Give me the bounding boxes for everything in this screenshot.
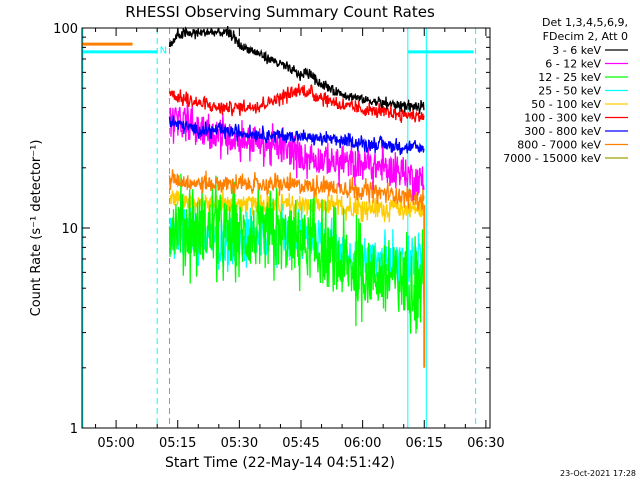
annotation-0: N <box>160 46 167 57</box>
legend-label: 12 - 25 keV <box>538 71 601 84</box>
x-tick-label: 05:00 <box>97 436 134 451</box>
legend-label: 25 - 50 keV <box>538 85 601 98</box>
series-line-12-25-kev <box>168 173 425 334</box>
y-axis-label: Count Rate (s⁻¹ detector⁻¹) <box>29 140 44 317</box>
legend-label: 50 - 100 keV <box>531 98 601 111</box>
date-stamp: 23-Oct-2021 17:28 <box>560 469 636 478</box>
x-tick-label: 05:15 <box>159 436 196 451</box>
x-axis-label: Start Time (22-May-14 04:51:42) <box>165 455 395 471</box>
x-tick-label: 06:00 <box>344 436 381 451</box>
legend-label: 6 - 12 keV <box>545 58 601 71</box>
series-line-800-7000-kev <box>168 169 425 212</box>
x-tick-label: 05:45 <box>282 436 319 451</box>
legend-label: 3 - 6 keV <box>552 44 601 57</box>
legend-label: 7000 - 15000 keV <box>503 152 601 165</box>
legend-label: 300 - 800 keV <box>524 125 601 138</box>
x-tick-label: 06:30 <box>467 436 504 451</box>
legend-label: 800 - 7000 keV <box>517 139 601 152</box>
x-tick-label: 06:15 <box>406 436 443 451</box>
y-tick-label: 1 <box>70 422 78 437</box>
legend-label: 100 - 300 keV <box>524 112 601 125</box>
y-tick-label: 100 <box>53 22 78 37</box>
series-line-100-300-kev <box>168 83 425 123</box>
series-line-3-6-kev <box>168 26 425 115</box>
chart-title: RHESSI Observing Summary Count Rates <box>125 3 435 21</box>
x-tick-label: 05:30 <box>221 436 258 451</box>
series-line-300-800-kev <box>168 115 425 156</box>
legend-header-line-1: Det 1,3,4,5,6,9, <box>542 16 628 29</box>
y-tick-label: 10 <box>61 222 78 237</box>
legend-header-line-2: FDecim 2, Att 0 <box>543 30 628 43</box>
series-line-6-12-kev <box>168 102 425 201</box>
